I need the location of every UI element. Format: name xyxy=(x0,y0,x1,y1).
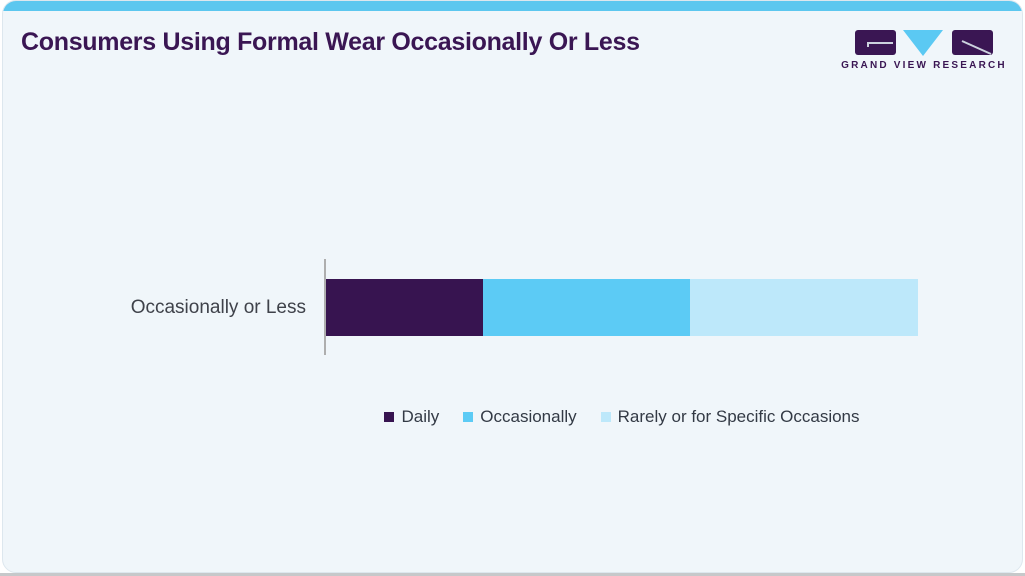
chart-title: Consumers Using Formal Wear Occasionally… xyxy=(21,28,640,56)
top-accent-bar xyxy=(3,1,1022,11)
bar-segment-daily xyxy=(326,279,483,336)
bar-segment-rarely-or-for-specific-occasions xyxy=(690,279,918,336)
bar-segment-occasionally xyxy=(482,279,691,336)
legend-item-occasionally: Occasionally xyxy=(463,407,577,427)
bottom-edge-strip xyxy=(0,573,1025,576)
legend-label: Occasionally xyxy=(480,407,577,426)
legend-item-daily: Daily xyxy=(384,407,439,427)
gvr-logo: GRAND VIEW RESEARCH xyxy=(841,29,1005,71)
legend: Daily Occasionally Rarely or for Specific … xyxy=(326,407,918,427)
legend-swatch-icon xyxy=(384,412,395,422)
gvr-logo-text: GRAND VIEW RESEARCH xyxy=(841,60,1007,71)
legend-item-rarely-or-for-specific-occasions: Rarely or for Specific Occasions xyxy=(600,407,860,427)
legend-swatch-icon xyxy=(463,412,474,422)
legend-swatch-icon xyxy=(600,412,611,422)
legend-label: Rarely or for Specific Occasions xyxy=(617,407,860,426)
stacked-bar xyxy=(326,279,918,336)
gvr-logo-icon xyxy=(855,30,993,56)
category-label: Occasionally or Less xyxy=(130,297,306,318)
y-axis-line xyxy=(324,259,326,355)
legend-label: Daily xyxy=(401,407,440,426)
